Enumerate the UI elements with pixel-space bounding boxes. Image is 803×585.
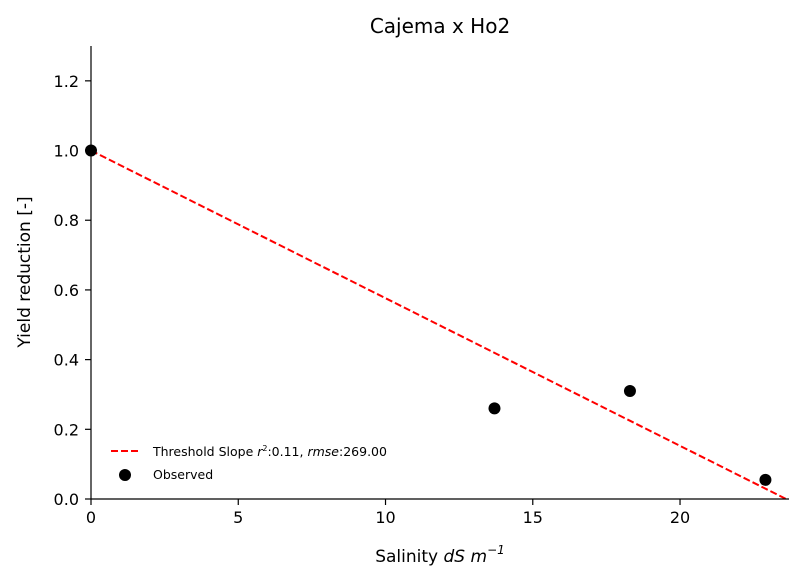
y-tick-label: 0.8 bbox=[54, 211, 79, 230]
legend-observed-label: Observed bbox=[153, 467, 213, 482]
y-tick-label: 0.0 bbox=[54, 490, 79, 509]
legend-threshold-label: Threshold Slope r2:0.11, rmse:269.00 bbox=[152, 444, 387, 459]
legend-observed-marker bbox=[119, 469, 131, 481]
x-axis-title: Salinity dS m−1 bbox=[375, 543, 505, 567]
legend-r2-value: :0.11, bbox=[267, 444, 307, 459]
observed-point bbox=[759, 473, 772, 486]
legend-rmse-symbol: rmse bbox=[307, 444, 339, 459]
legend-threshold-name: Threshold Slope bbox=[152, 444, 257, 459]
y-tick-label: 1.0 bbox=[54, 142, 79, 161]
y-tick-label: 0.6 bbox=[54, 281, 79, 300]
y-tick-label: 0.4 bbox=[54, 351, 79, 370]
legend-r2-sup: 2 bbox=[262, 444, 267, 453]
y-axis-title: Yield reduction [-] bbox=[15, 196, 35, 348]
observed-point bbox=[623, 384, 636, 397]
x-axis-title-exponent: −1 bbox=[487, 543, 505, 557]
x-axis-title-prefix: Salinity bbox=[375, 547, 443, 567]
x-tick-label: 15 bbox=[523, 508, 543, 527]
legend: Threshold Slope r2:0.11, rmse:269.00 Obs… bbox=[111, 444, 387, 482]
legend-r2-symbol: r bbox=[257, 444, 263, 459]
x-axis-title-units: dS m bbox=[444, 547, 488, 567]
chart-title: Cajema x Ho2 bbox=[370, 14, 510, 38]
observed-point bbox=[488, 402, 501, 415]
y-tick-label: 0.2 bbox=[54, 420, 79, 439]
x-ticks: 0 5 10 15 20 bbox=[86, 499, 690, 527]
x-tick-label: 10 bbox=[375, 508, 395, 527]
y-tick-label: 1.2 bbox=[54, 72, 79, 91]
x-tick-label: 0 bbox=[86, 508, 96, 527]
series-layer bbox=[85, 144, 787, 500]
x-tick-label: 20 bbox=[670, 508, 690, 527]
x-tick-label: 5 bbox=[233, 508, 243, 527]
y-ticks: 0.0 0.2 0.4 0.6 0.8 1.0 1.2 bbox=[54, 72, 91, 509]
legend-rmse-value: :269.00 bbox=[339, 444, 387, 459]
